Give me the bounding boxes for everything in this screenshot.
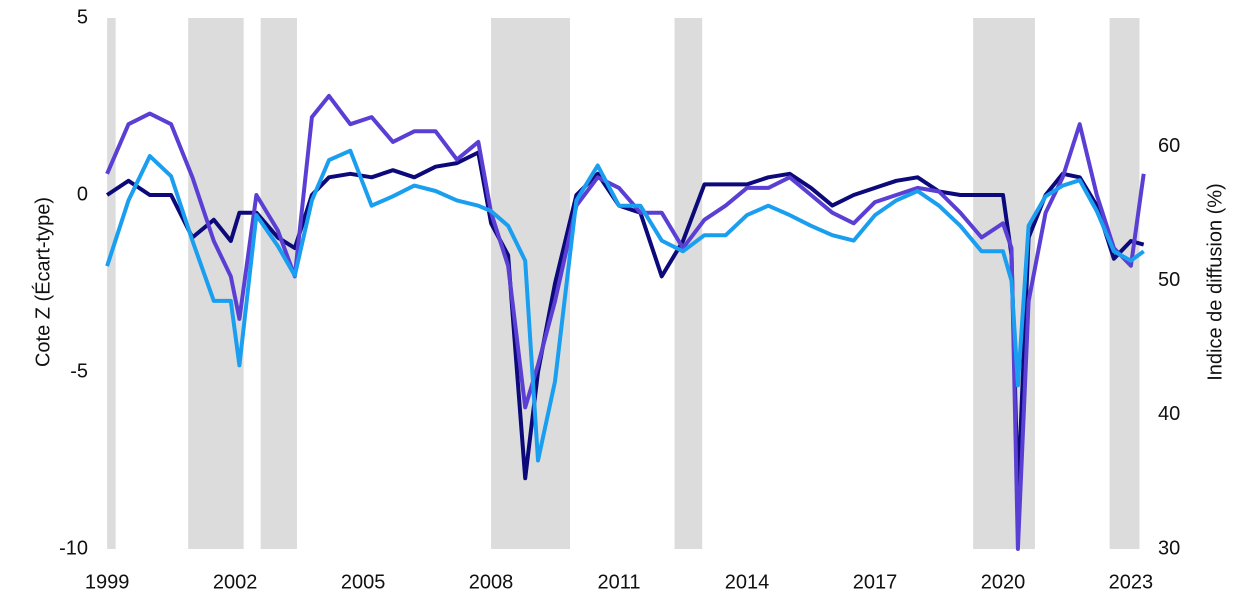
x-tick-label: 2008 xyxy=(469,571,514,593)
y-tick-label: -10 xyxy=(59,537,88,559)
y2-tick-label: 50 xyxy=(1158,269,1180,291)
x-tick-label: 2020 xyxy=(981,571,1026,593)
recession-band xyxy=(188,18,244,549)
y-tick-label: -5 xyxy=(70,360,88,382)
x-tick-label: 1999 xyxy=(85,571,130,593)
y-axis-title: Cote Z (Écart-type) xyxy=(31,197,54,367)
x-tick-label: 2011 xyxy=(598,571,641,593)
recession-band xyxy=(107,18,116,549)
x-tick-label: 2002 xyxy=(213,571,258,593)
y2-tick-label: 30 xyxy=(1158,537,1180,559)
y-tick-label: 0 xyxy=(77,183,88,205)
recession-band xyxy=(1109,18,1140,549)
series-line xyxy=(105,148,1145,463)
y2-tick-label: 60 xyxy=(1158,135,1180,157)
y2-tick-label: 40 xyxy=(1158,403,1180,425)
x-tick-label: 2023 xyxy=(1109,571,1154,593)
y-tick-label: 5 xyxy=(77,6,88,28)
x-tick-label: 2017 xyxy=(853,571,898,593)
y2-axis-title: Indice de diffusion (%) xyxy=(1204,183,1226,381)
recession-band xyxy=(260,18,297,549)
recession-band xyxy=(674,18,703,549)
series-line xyxy=(105,93,1146,551)
x-tick-label: 2005 xyxy=(341,571,386,593)
x-tick-label: 2014 xyxy=(725,571,770,593)
